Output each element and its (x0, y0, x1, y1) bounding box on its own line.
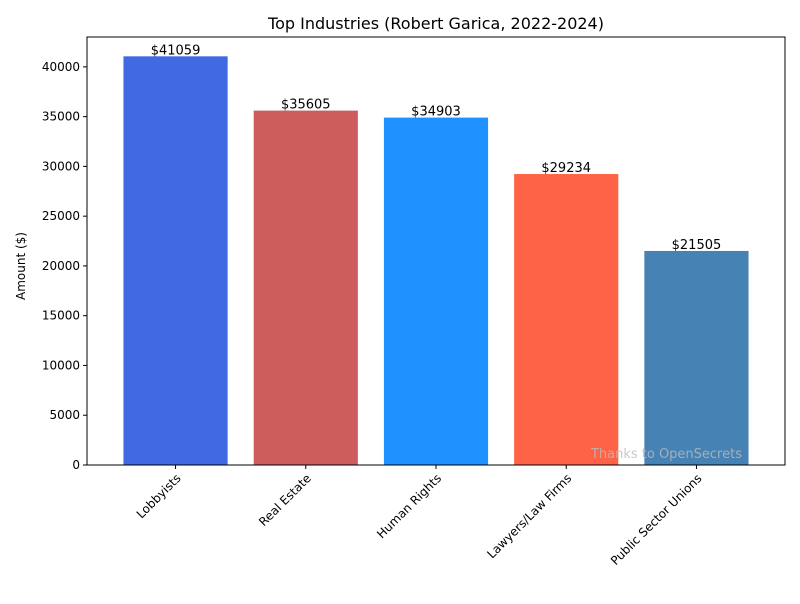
y-axis-label: Amount ($) (14, 232, 28, 300)
bar-series (123, 56, 749, 466)
bar-value-label: $41059 (151, 43, 201, 58)
y-tick-label: 0 (72, 458, 80, 472)
bar-value-label: $29234 (541, 161, 591, 176)
y-tick-label: 35000 (42, 110, 80, 124)
y-tick-label: 20000 (42, 259, 80, 273)
y-tick-label: 30000 (42, 159, 80, 173)
y-tick-label: 25000 (42, 209, 80, 223)
chart-title: Top Industries (Robert Garica, 2022-2024… (267, 14, 604, 33)
y-tick-label: 10000 (42, 358, 80, 372)
y-tick-label: 40000 (42, 60, 80, 74)
bar-value-label: $34903 (411, 105, 461, 120)
bar (123, 56, 228, 465)
bar (253, 110, 358, 465)
bar-value-labels: $41059 $35605 $34903 $29234 $21505 (151, 43, 722, 253)
bar-value-label: $21505 (672, 238, 722, 253)
plot-frame (86, 36, 786, 466)
bar (644, 250, 749, 465)
bar (514, 174, 619, 465)
bar (383, 117, 489, 466)
y-axis-ticks: 0 5000 10000 15000 20000 25000 30000 35000 40000 (42, 60, 87, 472)
y-tick-label: 5000 (49, 408, 80, 422)
watermark-text: Thanks to OpenSecrets (590, 447, 742, 462)
y-tick-label: 15000 (42, 309, 80, 323)
bar-value-label: $35605 (281, 98, 331, 113)
